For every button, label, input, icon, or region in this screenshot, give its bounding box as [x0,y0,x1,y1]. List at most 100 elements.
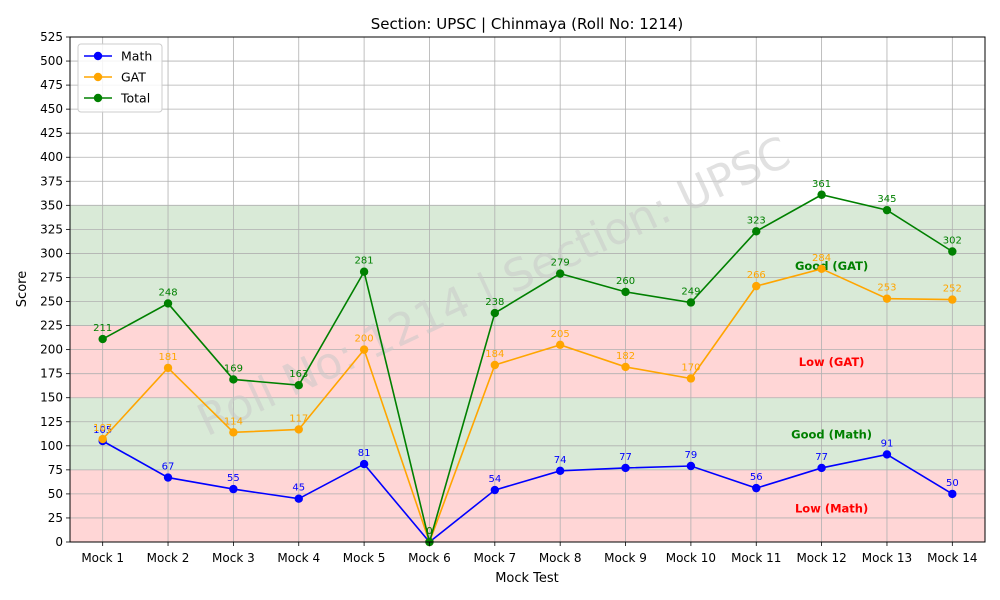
math-data-label: 91 [881,438,894,449]
math-point [686,461,696,471]
gat-point [882,294,892,303]
math-data-label: 50 [946,478,959,489]
gat-point [948,295,957,304]
x-tick-label: Mock 7 [473,551,516,565]
x-tick-label: Mock 11 [731,551,781,565]
y-tick-label: 25 [48,511,63,525]
gat-point [686,374,696,383]
math-data-label: 54 [488,474,501,485]
y-tick-label: 425 [40,126,63,140]
x-tick-label: Mock 3 [212,551,255,565]
math-data-label: 77 [815,452,828,463]
y-tick-label: 400 [40,150,63,164]
total-data-label: 345 [877,194,896,205]
math-point [163,473,173,482]
gat-data-label: 107 [93,423,112,434]
x-tick-label: Mock 6 [408,551,451,565]
x-tick-label: Mock 5 [343,551,386,565]
total-point [948,247,957,256]
x-tick-label: Mock 14 [927,551,977,565]
chart-title: Section: UPSC | Chinmaya (Roll No: 1214) [371,15,684,33]
gat-data-label: 184 [485,349,504,360]
plot-frame [69,36,986,543]
gat-data-label: 252 [943,284,962,295]
total-data-label: 260 [616,276,635,287]
x-tick-label: Mock 4 [277,551,320,565]
gat-point [294,425,303,434]
math-data-label: 74 [554,455,567,466]
y-tick-label: 175 [40,367,63,381]
y-tick-label: 450 [40,102,63,116]
math-data-label: 79 [685,450,698,461]
y-tick-label: 50 [48,487,63,501]
gat-legend-marker [93,72,103,82]
total-data-label: 279 [551,258,570,269]
math-point [294,494,303,503]
math-data-label: 105 [93,425,112,436]
math-data-label: 55 [227,473,240,484]
gat-data-label: 0 [426,526,432,537]
legend: Math GAT Total [77,43,163,113]
math-data-label: 77 [619,452,632,463]
total-point [163,299,173,308]
y-tick-label: 150 [40,391,63,405]
math-point [882,450,892,459]
math-point [752,483,761,493]
math-data-label: 0 [426,526,432,537]
x-tick-label: Mock 2 [147,551,190,565]
total-data-label: 238 [485,297,504,308]
total-data-label: 249 [681,286,700,297]
math-point [490,485,500,495]
gat-data-label: 181 [158,352,177,363]
math-data-label: 45 [292,483,305,494]
band-label: Good (GAT) [795,259,868,273]
y-tick-label: 0 [55,535,63,549]
gat-legend-label: GAT [121,70,146,85]
math-point [621,463,630,473]
gat-data-label: 200 [355,334,374,345]
total-point [555,269,565,278]
total-data-label: 211 [93,323,112,334]
band-label: Good (Math) [791,427,872,441]
math-point [948,489,957,499]
y-tick-label: 325 [40,222,63,236]
y-tick-label: 100 [40,439,63,453]
total-point [752,227,761,236]
total-data-label: 248 [158,287,177,298]
total-point [882,205,892,215]
gat-data-label: 253 [877,283,896,294]
gat-data-label: 117 [289,413,308,424]
total-point [229,375,238,384]
y-tick-label: 125 [40,415,63,429]
y-tick-label: 225 [40,319,63,333]
gat-point [555,340,565,350]
gat-point [359,345,369,354]
band-label: Low (GAT) [799,355,865,369]
math-point [359,459,369,469]
band-low-gat [70,325,985,398]
total-point [686,298,696,307]
y-tick-label: 525 [40,30,63,44]
math-data-label: 56 [750,472,763,483]
x-tick-label: Mock 1 [81,551,124,565]
math-legend-marker [93,51,103,61]
math-point [555,466,565,476]
gat-point [752,281,761,291]
band-good-math [70,397,985,470]
math-point [229,484,238,494]
total-data-label: 163 [289,369,308,380]
y-tick-label: 250 [40,295,63,309]
math-series-line [102,440,953,544]
total-data-label: 323 [747,215,766,226]
gat-point [490,360,500,370]
total-data-label: 281 [355,256,374,267]
total-point [817,190,826,199]
math-legend-label: Math [121,49,152,64]
total-series-line [102,193,953,546]
math-data-label: 67 [162,462,175,473]
total-data-label: 361 [812,179,831,190]
gat-point [817,264,826,274]
y-tick-label: 500 [40,54,63,68]
gat-data-label: 284 [812,253,831,264]
